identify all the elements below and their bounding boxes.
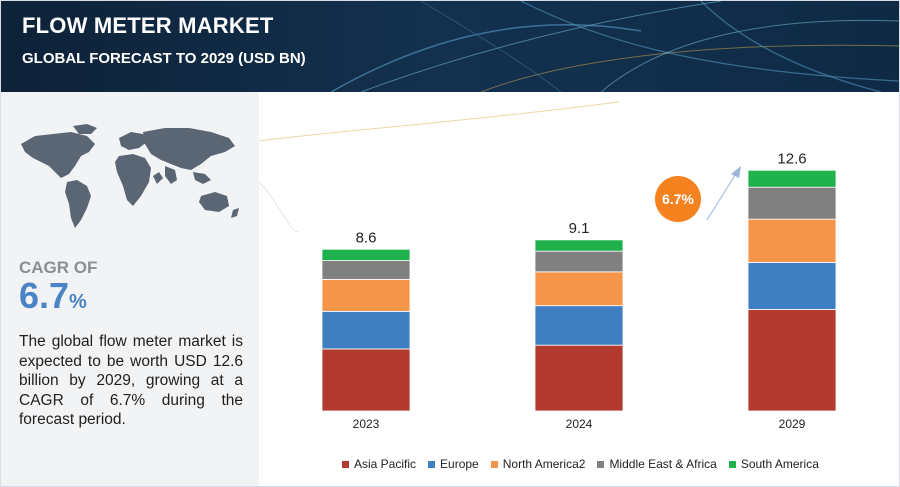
header-background-decor <box>1 1 899 92</box>
cagr-number: 6.7 <box>19 275 70 316</box>
cagr-value: 6.7% <box>19 275 87 317</box>
legend-item-asia-pacific: Asia Pacific <box>342 457 416 471</box>
bar-total-label-2029: 12.6 <box>777 150 806 167</box>
decorative-curve-2 <box>259 181 300 233</box>
page-subtitle: GLOBAL FORECAST TO 2029 (USD BN) <box>22 50 306 67</box>
growth-badge-label: 6.7% <box>662 191 694 207</box>
bar-segment-2024-asia-pacific <box>534 344 624 412</box>
bar-segment-2029-middle-east-africa <box>747 186 837 220</box>
bar-segment-2023-middle-east-africa <box>321 260 411 280</box>
bar-segment-2023-north-america2 <box>321 278 411 312</box>
bars-group <box>321 169 837 412</box>
bar-segment-2029-north-america2 <box>747 218 837 263</box>
bar-segment-2024-south-america <box>534 239 624 252</box>
cagr-unit: % <box>69 291 87 313</box>
cagr-label: CAGR OF <box>19 258 98 277</box>
legend-label: Asia Pacific <box>354 457 417 471</box>
bar-segment-2024-europe <box>534 305 624 346</box>
legend-swatch <box>342 460 349 468</box>
legend-item-south-america: South America <box>728 457 819 471</box>
growth-arrow-head <box>731 166 741 178</box>
legend-item-europe: Europe <box>428 457 479 471</box>
legend-label: North America2 <box>502 457 586 471</box>
legend-swatch <box>490 460 498 468</box>
bar-segment-2029-europe <box>747 262 837 310</box>
bar-segment-2024-middle-east-africa <box>534 250 624 273</box>
growth-arrow-line <box>706 171 738 221</box>
legend-swatch <box>428 460 436 468</box>
bar-total-label-2024: 9.1 <box>569 220 590 237</box>
legend-label: Middle East & Africa <box>609 457 717 471</box>
bar-segment-2023-asia-pacific <box>321 348 411 412</box>
growth-badge-circle <box>655 176 701 222</box>
page-title: FLOW METER MARKET <box>22 13 274 38</box>
legend-item-middle-east-africa: Middle East & Africa <box>597 457 717 471</box>
bar-segment-2023-europe <box>321 310 411 350</box>
decorative-curve <box>259 101 620 142</box>
chart-legend: Asia Pacific Europe North America2 Middle E… <box>342 457 831 471</box>
bar-segment-2029-south-america <box>747 169 837 188</box>
header-banner: FLOW METER MARKET GLOBAL FORECAST TO 202… <box>1 1 899 92</box>
legend-swatch <box>728 460 736 468</box>
stacked-bar-chart: 8.6 2023 9.1 2024 12.6 2029 6.7% <box>259 101 837 431</box>
legend-label: Europe <box>440 457 479 471</box>
bar-total-label-2023: 8.6 <box>356 229 377 246</box>
market-description: The global flow meter market is expected… <box>19 333 243 428</box>
world-map-icon <box>21 124 239 228</box>
bar-segment-2024-north-america2 <box>534 271 624 307</box>
legend-label: South America <box>740 457 819 471</box>
legend-item-north-america2: North America2 <box>490 457 586 471</box>
legend-swatch <box>597 460 605 468</box>
x-tick-label-2023: 2023 <box>353 417 380 431</box>
x-tick-label-2029: 2029 <box>779 417 806 431</box>
labels-group: 8.6 2023 9.1 2024 12.6 2029 <box>353 150 807 431</box>
bar-segment-2029-asia-pacific <box>747 309 837 412</box>
left-panel: CAGR OF 6.7% The global flow meter marke… <box>1 92 259 486</box>
bar-segment-2023-south-america <box>321 248 411 261</box>
x-tick-label-2024: 2024 <box>566 417 593 431</box>
